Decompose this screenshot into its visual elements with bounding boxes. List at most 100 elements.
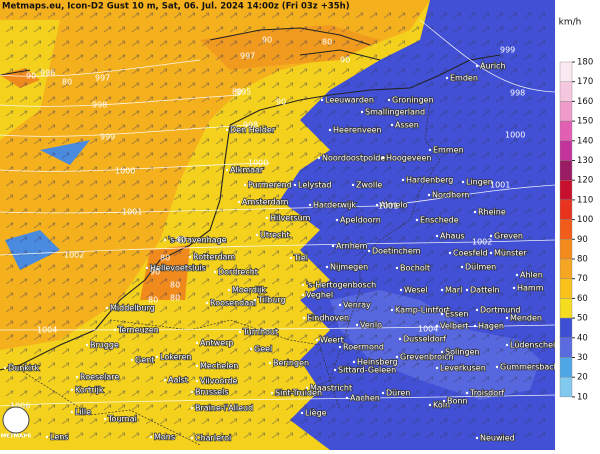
wind-arrow — [243, 96, 252, 103]
wind-arrow — [131, 194, 140, 201]
wind-arrow — [341, 334, 350, 341]
city-label: Beringen — [273, 359, 309, 368]
isobar-label: 1001 — [122, 208, 142, 217]
wind-arrow — [523, 306, 532, 313]
wind-arrow — [481, 82, 490, 89]
wind-arrow — [285, 362, 294, 369]
wind-arrow — [411, 82, 420, 89]
colorbar-segment — [559, 278, 573, 299]
wind-arrow — [61, 96, 70, 103]
wind-arrow — [131, 68, 140, 75]
wind-arrow — [341, 110, 350, 117]
wind-arrow — [467, 306, 476, 313]
colorbar-label: 70 — [577, 274, 588, 284]
wind-arrow — [271, 138, 280, 145]
wind-arrow — [229, 110, 238, 117]
wind-arrow — [495, 110, 504, 117]
wind-arrow — [47, 236, 56, 243]
gust-label: 80 — [322, 38, 332, 47]
wind-arrow — [425, 390, 434, 397]
wind-arrow — [299, 418, 308, 425]
wind-arrow — [103, 432, 112, 439]
wind-arrow — [369, 124, 378, 131]
wind-arrow — [425, 418, 434, 425]
wind-arrow — [285, 68, 294, 75]
wind-arrow — [271, 194, 280, 201]
wind-arrow — [159, 26, 168, 33]
wind-arrow — [467, 194, 476, 201]
wind-arrow — [313, 432, 322, 439]
wind-arrow — [523, 124, 532, 131]
city-dot — [320, 98, 324, 102]
colorbar-label: 20 — [577, 373, 588, 383]
wind-arrow — [397, 138, 406, 145]
city-dot — [163, 238, 167, 242]
wind-arrow — [425, 180, 434, 187]
wind-arrow — [383, 124, 392, 131]
wind-arrow — [481, 376, 490, 383]
wind-arrow — [5, 376, 14, 383]
wind-arrow — [425, 376, 434, 383]
wind-arrow — [439, 334, 448, 341]
city-label: Heerenveen — [333, 126, 382, 135]
wind-arrow — [257, 404, 266, 411]
city-dot — [328, 128, 332, 132]
wind-arrow — [243, 138, 252, 145]
gust-orange-3 — [0, 68, 190, 300]
wind-arrow — [243, 390, 252, 397]
wind-arrow — [33, 334, 42, 341]
city-dot — [225, 128, 229, 132]
wind-arrow — [61, 152, 70, 159]
wind-arrow — [481, 26, 490, 33]
city-dot — [515, 273, 519, 277]
wind-arrow — [257, 124, 266, 131]
city-dot — [293, 183, 297, 187]
wind-arrow — [313, 180, 322, 187]
city-dot — [360, 110, 364, 114]
wind-arrow — [341, 376, 350, 383]
city-dot — [331, 244, 335, 248]
wind-arrow — [47, 334, 56, 341]
wind-arrow — [215, 334, 224, 341]
wind-arrow — [159, 376, 168, 383]
wind-arrow — [257, 194, 266, 201]
wind-arrow — [89, 432, 98, 439]
wind-arrow — [369, 166, 378, 173]
wind-arrow — [299, 348, 308, 355]
city-label: Heinsberg — [357, 358, 398, 367]
city-label: Doetinchem — [372, 247, 421, 256]
wind-arrow — [201, 138, 210, 145]
wind-arrow — [271, 236, 280, 243]
wind-arrow — [89, 12, 98, 19]
wind-arrow — [355, 306, 364, 313]
wind-arrow — [411, 26, 420, 33]
wind-arrow — [145, 362, 154, 369]
wind-arrow — [131, 12, 140, 19]
colorbar-label: 50 — [577, 314, 588, 324]
wind-arrow — [355, 138, 364, 145]
wind-arrow — [33, 180, 42, 187]
wind-arrow — [313, 404, 322, 411]
wind-arrow — [75, 404, 84, 411]
wind-arrow — [47, 278, 56, 285]
city-dot — [302, 316, 306, 320]
wind-arrow — [201, 12, 210, 19]
wind-arrow — [61, 40, 70, 47]
wind-arrow — [453, 180, 462, 187]
wind-arrow — [271, 250, 280, 257]
wind-arrow — [201, 264, 210, 271]
wind-arrow — [75, 432, 84, 439]
wind-arrow — [159, 124, 168, 131]
wind-arrow — [439, 12, 448, 19]
wind-arrow — [257, 250, 266, 257]
wind-arrow — [425, 348, 434, 355]
wind-arrow — [173, 432, 182, 439]
wind-arrow — [61, 348, 70, 355]
wind-arrow — [173, 264, 182, 271]
wind-arrow — [495, 348, 504, 355]
wind-arrow — [495, 222, 504, 229]
wind-arrow — [523, 418, 532, 425]
wind-arrow — [5, 180, 14, 187]
wind-arrow — [103, 12, 112, 19]
wind-arrow — [341, 250, 350, 257]
